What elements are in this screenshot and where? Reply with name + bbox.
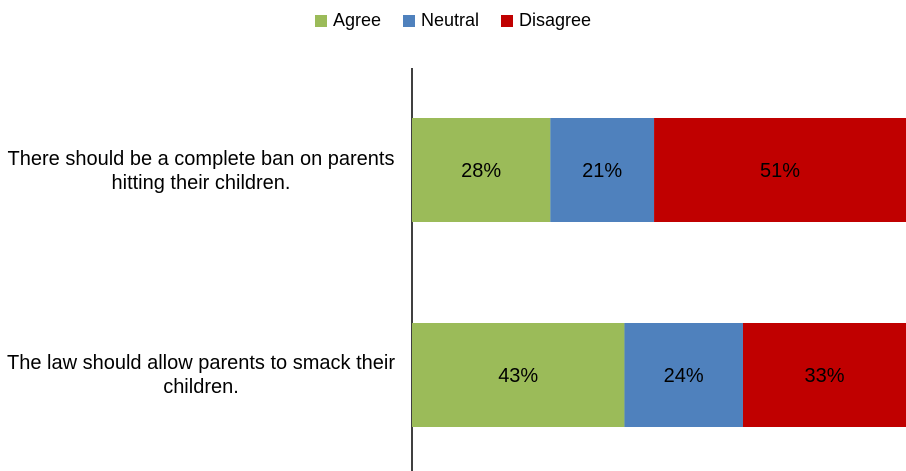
data-label: 43% — [498, 365, 538, 387]
bar-agree-1 — [412, 118, 551, 222]
legend-swatch — [402, 14, 415, 27]
legend-item-neutral: Neutral — [402, 10, 480, 31]
bar-disagree-1 — [654, 118, 906, 222]
legend-swatch — [314, 14, 327, 27]
bar-neutral-1 — [550, 118, 655, 222]
bar-agree-2 — [412, 323, 625, 427]
legend-label: Disagree — [519, 10, 592, 30]
legend-label: Agree — [332, 10, 381, 30]
data-label: 51% — [760, 160, 800, 182]
legend-swatch — [501, 14, 514, 27]
data-label: 28% — [461, 160, 501, 182]
data-label: 21% — [582, 160, 622, 182]
legend-label: Neutral — [420, 10, 480, 30]
bar-neutral-2 — [624, 323, 743, 427]
category-label-2: The law should allow parents to smack th… — [7, 352, 395, 398]
legend: Agree Neutral Disagree — [0, 10, 906, 31]
legend-item-disagree: Disagree — [501, 10, 591, 31]
data-label: 33% — [804, 365, 844, 387]
data-label: 24% — [664, 365, 704, 387]
bar-disagree-2 — [742, 323, 906, 427]
category-label-1: There should be a complete ban on parent… — [7, 148, 395, 194]
legend-item-agree: Agree — [314, 10, 381, 31]
